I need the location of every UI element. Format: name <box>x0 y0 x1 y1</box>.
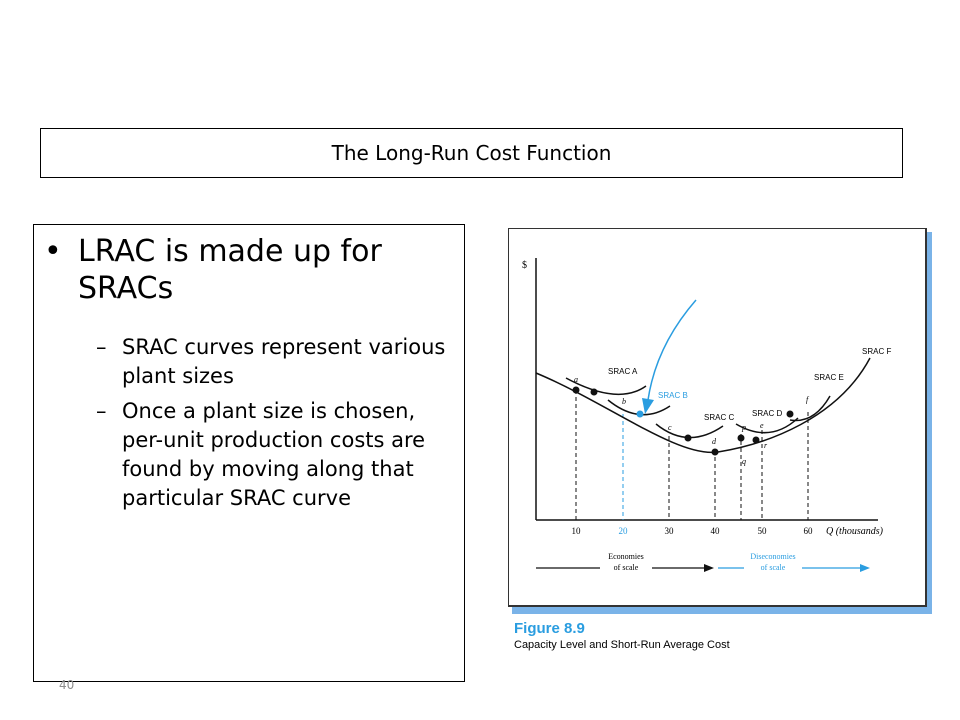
point-label: q <box>742 457 746 466</box>
sub-bullet-item: – SRAC curves represent various plant si… <box>96 333 456 391</box>
sub-bullet-text: Once a plant size is chosen, per-unit pr… <box>122 399 426 510</box>
dash-icon: – <box>96 399 107 423</box>
curve-point <box>684 434 692 442</box>
curve-label: SRAC E <box>814 373 844 382</box>
tick-label: 40 <box>711 526 721 536</box>
page-number: 40 <box>59 678 75 692</box>
scale-arrows: Economies Economies of scale Diseconomie… <box>536 549 870 575</box>
highlight-arrow <box>647 299 697 401</box>
bullet-dot-icon: • <box>44 234 62 269</box>
sub-bullet-text: SRAC curves represent various plant size… <box>122 335 446 388</box>
figure-caption-title: Figure 8.9 <box>514 620 585 637</box>
sub-bullet-list: – SRAC curves represent various plant si… <box>96 333 456 519</box>
sub-bullet-item: – Once a plant size is chosen, per-unit … <box>96 397 456 513</box>
curve-label: SRAC D <box>752 409 782 418</box>
diseconomies-label: Diseconomies <box>750 552 795 561</box>
content-box: • LRAC is made up for SRACs – SRAC curve… <box>33 224 465 682</box>
y-axis-label: $ <box>522 260 527 271</box>
diseconomies-label-bg <box>744 549 802 575</box>
point-label: p <box>741 423 746 432</box>
curve-point-highlight <box>636 410 644 418</box>
tick-labels: 10 20 30 40 50 60 <box>572 526 814 536</box>
srac-a-curve <box>565 377 647 396</box>
highlight-arrowhead <box>642 398 654 414</box>
curve-point <box>786 410 794 418</box>
tick-label: 50 <box>758 526 768 536</box>
economies-label: Economies <box>608 552 644 561</box>
figure-caption: Figure 8.9 Capacity Level and Short-Run … <box>514 620 730 652</box>
tick-label: 20 <box>619 526 629 536</box>
economies-label-bg <box>600 549 652 575</box>
curve-point <box>572 386 580 394</box>
cost-curve-figure: $ Q (thousands) 10 20 30 40 50 60 SRAC A <box>508 228 932 614</box>
bullet-text: LRAC is made up for SRACs <box>78 234 382 306</box>
curve-label: SRAC B <box>658 391 688 400</box>
point-label: f <box>806 395 810 404</box>
curve-label: SRAC A <box>608 367 638 376</box>
point-label: r <box>764 441 768 450</box>
curve-label: SRAC F <box>862 347 891 356</box>
drop-lines <box>575 390 809 520</box>
srac-d-curve <box>735 417 799 434</box>
point-label: d <box>712 437 717 446</box>
figure-caption-subtitle: Capacity Level and Short-Run Average Cos… <box>514 639 730 651</box>
tick-label: 60 <box>804 526 814 536</box>
bullet-item: • LRAC is made up for SRACs <box>44 233 454 307</box>
x-axis-label: Q (thousands) <box>826 526 884 537</box>
point-label: b <box>622 397 626 406</box>
curve-labels: SRAC A SRAC B SRAC C SRAC D SRAC E SRAC … <box>608 347 891 422</box>
curve-point <box>752 436 760 444</box>
economies-label: of scale <box>614 563 639 572</box>
slide-title: The Long-Run Cost Function <box>331 141 612 165</box>
curve-points <box>572 386 794 456</box>
diseconomies-arrowhead <box>860 564 870 572</box>
srac-e-curve <box>789 395 831 422</box>
figure-frame <box>508 228 927 607</box>
slide-title-box: The Long-Run Cost Function <box>40 128 903 178</box>
tick-label: 30 <box>665 526 675 536</box>
dash-icon: – <box>96 335 107 359</box>
point-labels: a b c d p e f q r <box>574 375 810 466</box>
curve-point <box>737 434 745 442</box>
tick-label: 10 <box>572 526 582 536</box>
economies-arrowhead <box>704 564 714 572</box>
curve-point <box>711 448 719 456</box>
point-label: c <box>668 423 672 432</box>
curve-label: SRAC C <box>704 413 734 422</box>
curve-point <box>590 388 598 396</box>
point-label: e <box>760 421 764 430</box>
point-label: a <box>574 375 578 384</box>
diseconomies-label: of scale <box>761 563 786 572</box>
